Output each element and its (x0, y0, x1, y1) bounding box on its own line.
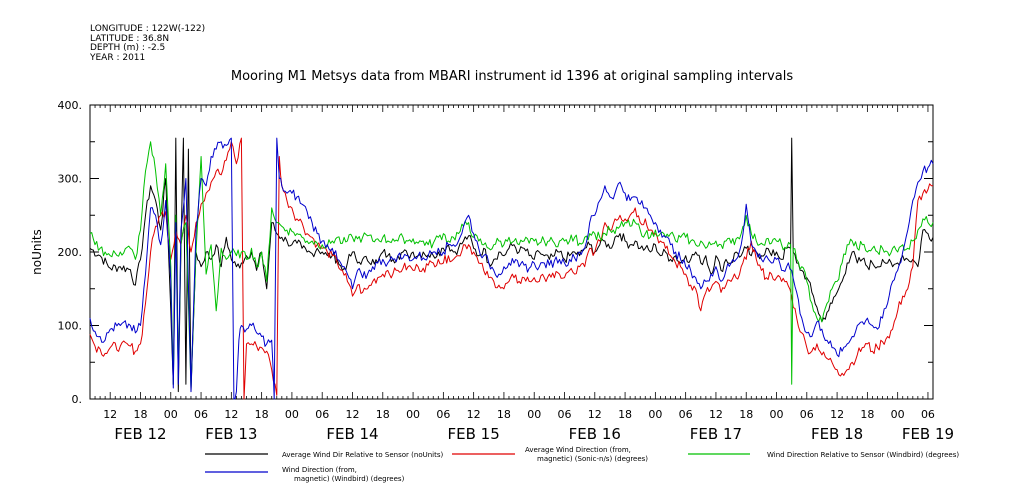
x-tick-label: 00 (164, 408, 178, 421)
x-tick-label: 18 (497, 408, 511, 421)
year-text: YEAR : 2011 (89, 53, 145, 63)
chart-title: Mooring M1 Metsys data from MBARI instru… (231, 69, 793, 84)
x-tick-label: 06 (436, 408, 450, 421)
x-tick-label: 00 (406, 408, 420, 421)
y-tick-label: 200. (58, 246, 83, 259)
x-tick-label: 06 (679, 408, 693, 421)
legend-label: Average Wind Dir Relative to Sensor (noU… (282, 451, 443, 459)
legend-label: Wind Direction (from, (282, 466, 357, 474)
legend-label: Average Wind Direction (from, (525, 446, 631, 454)
series-line-1 (89, 137, 934, 393)
y-tick-label: 300. (58, 173, 83, 186)
y-tick-label: 100. (58, 320, 83, 333)
x-tick-label: 06 (194, 408, 208, 421)
depth-text: DEPTH (m) : -2.5 (90, 43, 165, 53)
legend-label: magnetic) (Sonic-n/s) (degrees) (537, 455, 648, 463)
x-tick-label: 00 (285, 408, 299, 421)
date-label: FEB 16 (569, 425, 621, 443)
x-tick-label: 00 (527, 408, 541, 421)
y-tick-label: 400. (58, 99, 83, 112)
x-tick-label: 00 (891, 408, 905, 421)
x-tick-label: 00 (770, 408, 784, 421)
x-tick-label: 18 (618, 408, 632, 421)
latitude-text: LATITUDE : 36.8N (90, 34, 169, 44)
x-tick-label: 18 (255, 408, 269, 421)
x-tick-label: 06 (921, 408, 935, 421)
date-label: FEB 18 (811, 425, 863, 443)
longitude-text: LONGITUDE : 122W(-122) (90, 24, 205, 34)
series-line-4 (89, 137, 934, 400)
series-line-3 (89, 141, 934, 389)
date-label: FEB 17 (690, 425, 742, 443)
legend: Average Wind Dir Relative to Sensor (noU… (205, 446, 959, 483)
legend-label: Wind Direction Relative to Sensor (Windb… (767, 451, 959, 459)
legend-label: magnetic) (Windbird) (degrees) (294, 475, 405, 483)
x-tick-label: 18 (376, 408, 390, 421)
date-label: FEB 12 (114, 425, 166, 443)
date-label: FEB 13 (205, 425, 257, 443)
date-label: FEB 14 (326, 425, 378, 443)
x-tick-label: 12 (830, 408, 844, 421)
x-tick-label: 12 (224, 408, 238, 421)
x-tick-label: 00 (648, 408, 662, 421)
x-tick-label: 18 (739, 408, 753, 421)
x-tick-label: 06 (800, 408, 814, 421)
x-tick-label: 12 (588, 408, 602, 421)
x-tick-label: 06 (315, 408, 329, 421)
x-tick-label: 12 (345, 408, 359, 421)
x-tick-label: 18 (860, 408, 874, 421)
y-axis-label: noUnits (30, 229, 44, 275)
x-tick-label: 12 (709, 408, 723, 421)
y-tick-label: 0. (72, 393, 83, 406)
plot-area: 0. 100. 200. 300. 400. 12 18 00 06 12 18 00 06 12 18 00… (58, 99, 955, 443)
x-tick-label: 06 (558, 408, 572, 421)
x-tick-label: 12 (467, 408, 481, 421)
x-tick-label: 18 (133, 408, 147, 421)
date-label: FEB 19 (902, 425, 954, 443)
date-label: FEB 15 (448, 425, 500, 443)
x-tick-label: 12 (103, 408, 117, 421)
